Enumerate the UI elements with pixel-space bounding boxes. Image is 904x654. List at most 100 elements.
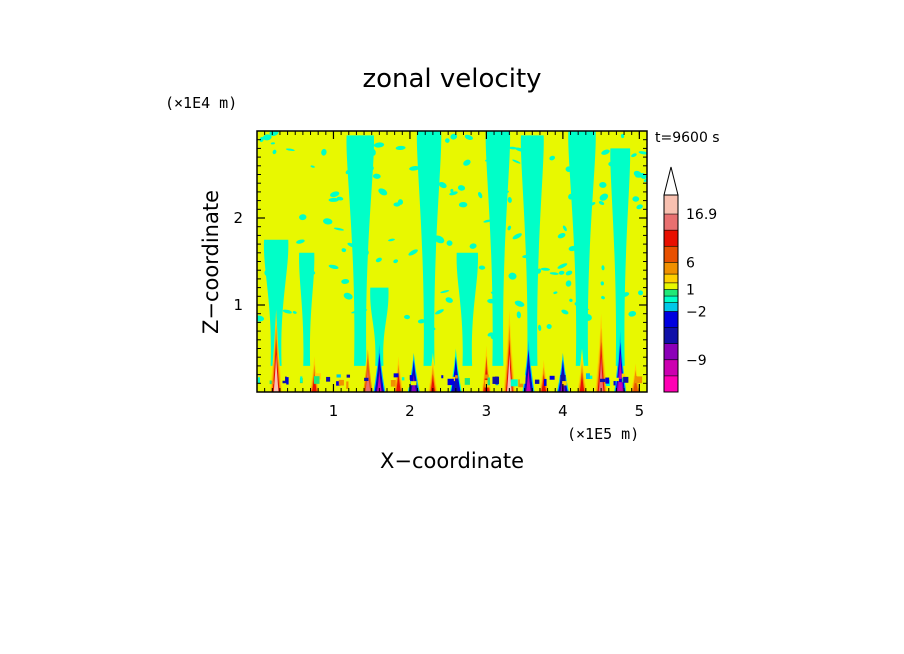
speckle-119	[259, 136, 264, 143]
speckle-13	[364, 249, 369, 256]
chart-title: zonal velocity	[362, 64, 541, 94]
speckle-41	[373, 142, 385, 148]
surface-cell-32	[618, 378, 622, 383]
speckle-3	[343, 292, 353, 300]
speckle-83	[507, 225, 512, 231]
speckle-35	[638, 290, 644, 296]
speckle-44	[321, 148, 327, 156]
speckle-138	[608, 161, 619, 167]
speckle-61	[449, 191, 458, 196]
speckle-78	[375, 257, 382, 263]
speckle-90	[310, 165, 315, 168]
speckle-121	[500, 190, 510, 194]
speckle-66	[512, 233, 522, 240]
speckle-102	[418, 153, 422, 160]
y-axis-label: Z−coordinate	[199, 190, 223, 334]
surface-cell-8	[270, 380, 274, 385]
speckle-110	[512, 159, 521, 164]
speckle-4	[296, 239, 305, 244]
colorbar-band-12	[664, 230, 678, 247]
speckle-16	[445, 138, 450, 143]
speckle-107	[579, 307, 589, 311]
speckle-20	[477, 191, 483, 199]
surface-cell-40	[635, 376, 643, 384]
plume-5	[456, 252, 479, 366]
colorbar-label-2: 1	[686, 282, 695, 298]
surface-cell-19	[543, 378, 547, 386]
surface-cell-53	[613, 377, 619, 382]
colorbar-band-14	[664, 195, 678, 215]
velocity-field	[257, 131, 647, 392]
surface-cell-55	[492, 376, 500, 384]
speckle-73	[356, 319, 362, 322]
colorbar-band-4	[664, 311, 678, 328]
speckle-65	[507, 196, 512, 203]
speckle-133	[631, 153, 637, 158]
surface-cell-11	[300, 376, 303, 383]
speckle-117	[638, 151, 647, 155]
speckle-2	[540, 267, 551, 271]
surface-cell-26	[404, 379, 411, 388]
y-axis-unit: (×1E4 m)	[165, 94, 237, 112]
x-tick-label-0: 1	[329, 402, 339, 420]
speckle-43	[620, 134, 625, 139]
speckle-23	[378, 188, 388, 196]
colorbar-extend-arrow	[663, 166, 679, 196]
speckle-25	[458, 202, 468, 208]
surface-cell-43	[313, 376, 320, 384]
colorbar-label-4: −9	[686, 353, 707, 369]
speckle-108	[561, 309, 569, 315]
plume-2	[346, 135, 375, 366]
jet-10-band-3	[526, 367, 531, 392]
speckle-106	[323, 218, 333, 225]
plume-3	[370, 287, 389, 366]
speckle-130	[558, 270, 565, 275]
speckle-122	[526, 138, 535, 143]
surface-cell-46	[410, 381, 417, 386]
speckle-26	[508, 146, 517, 150]
surface-cell-20	[613, 380, 616, 386]
speckle-56	[568, 245, 577, 252]
speckle-36	[353, 183, 359, 190]
speckle-50	[565, 280, 572, 287]
jet-14-band-3	[598, 355, 604, 392]
time-label: t=9600 s	[655, 130, 720, 146]
speckle-97	[270, 142, 275, 145]
surface-cell-16	[441, 375, 444, 379]
x-axis: 1 2 3 4 5	[264, 131, 648, 420]
speckle-68	[425, 326, 436, 331]
surface-cell-58	[487, 377, 491, 386]
jet-0-band-3	[273, 353, 279, 392]
speckle-123	[601, 149, 610, 155]
speckle-80	[569, 298, 573, 302]
speckle-71	[590, 202, 596, 206]
speckle-59	[328, 197, 339, 202]
jet-16-band-3	[633, 375, 638, 392]
speckle-131	[420, 161, 425, 168]
surface-cell-10	[484, 380, 491, 388]
plume-0	[263, 239, 289, 366]
plume-4	[416, 131, 442, 366]
speckle-22	[345, 169, 352, 175]
colorbar-band-5	[664, 302, 678, 312]
speckle-53	[388, 238, 395, 242]
speckle-33	[531, 191, 537, 195]
speckle-42	[600, 281, 604, 286]
surface-cell-15	[269, 380, 272, 385]
surface-cell-48	[623, 376, 629, 383]
speckle-19	[445, 297, 453, 303]
speckle-67	[516, 311, 521, 319]
surface-cell-50	[338, 379, 344, 386]
colorbar-band-1	[664, 359, 678, 376]
speckle-79	[272, 149, 277, 155]
speckle-112	[328, 264, 339, 270]
speckle-115	[537, 268, 542, 274]
speckle-95	[356, 243, 360, 251]
speckle-129	[583, 314, 592, 321]
jet-9-band-3	[506, 353, 512, 392]
speckle-85	[465, 270, 473, 277]
y-axis: 12	[233, 139, 647, 384]
speckle-124	[636, 204, 643, 210]
speckle-134	[282, 309, 292, 314]
